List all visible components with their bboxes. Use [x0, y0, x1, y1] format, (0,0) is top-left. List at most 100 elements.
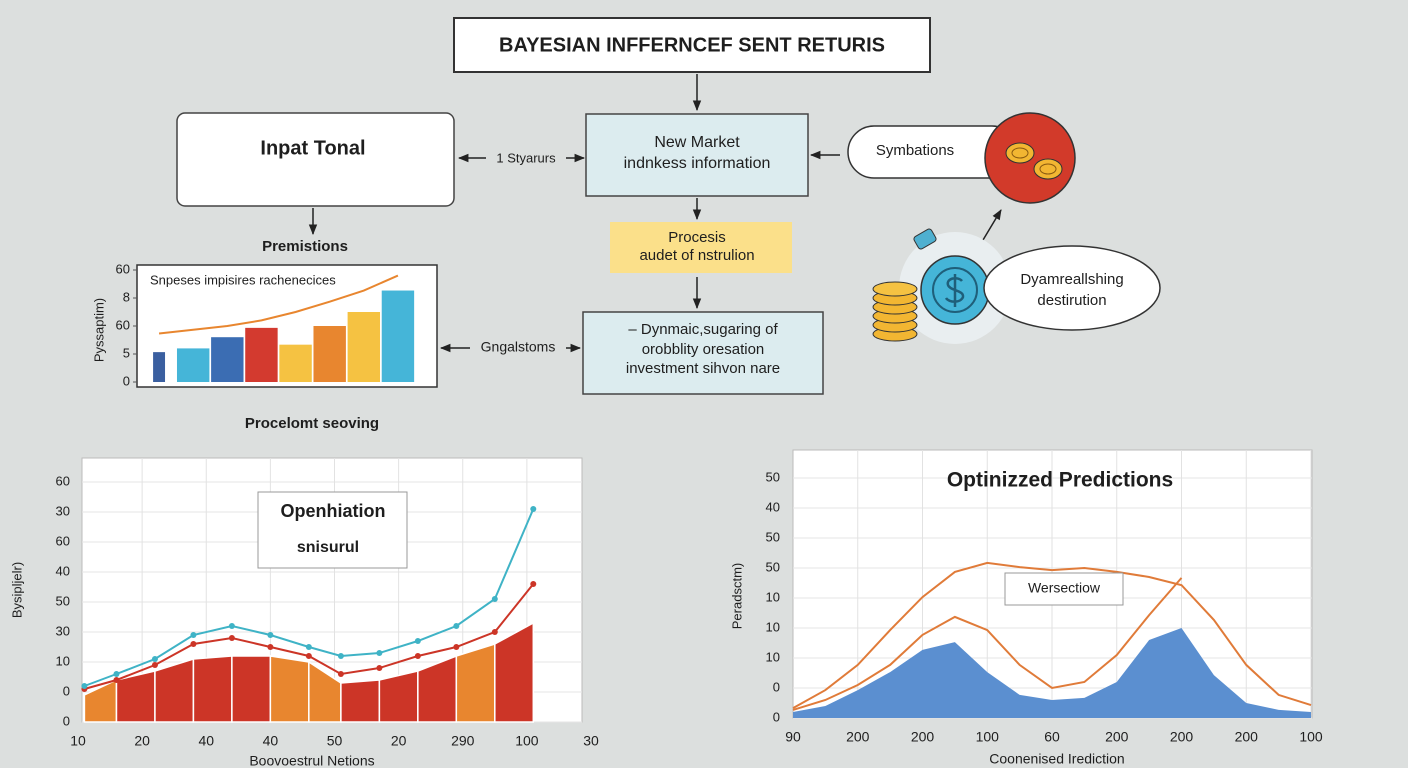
edge-label: Gngalstoms: [481, 339, 556, 355]
x-tick-label: 290: [451, 733, 475, 749]
area-segment: [192, 655, 233, 723]
annotation-box: [257, 491, 408, 569]
y-tick-label: 10: [766, 589, 780, 604]
node-label: New Market: [654, 134, 740, 151]
node-label: – Dynmaic,sugaring of: [628, 321, 778, 338]
node-box: [585, 113, 809, 197]
coin-icon: [984, 112, 1076, 204]
arrow: [979, 209, 1002, 246]
x-tick-label: 20: [391, 733, 407, 749]
node-label: investment sihvon nare: [626, 360, 780, 377]
x-axis-label: Boovoestrul Netions: [249, 753, 374, 768]
y-tick-label: 5: [123, 345, 130, 360]
y-tick-label: 0: [63, 713, 70, 728]
annotation-box: [1004, 572, 1124, 606]
y-tick-label: 10: [56, 653, 70, 668]
diagram-title: BAYESIAN INFFERNCEF SENT RETURIS: [499, 34, 885, 56]
area: [793, 628, 1311, 718]
x-tick-label: 100: [976, 729, 1000, 745]
line: [158, 274, 399, 335]
y-tick-label: 40: [56, 563, 70, 578]
node-box: [983, 245, 1161, 331]
bar: [176, 348, 210, 382]
annotation: Wersectiow: [1028, 580, 1101, 596]
area-segment: [340, 679, 381, 723]
y-axis-label: Peradsctm): [729, 563, 744, 629]
bar: [153, 352, 166, 382]
point: [151, 656, 158, 662]
point: [267, 632, 274, 638]
x-tick-label: 50: [327, 733, 343, 749]
x-tick-label: 200: [846, 729, 870, 745]
point: [491, 629, 498, 635]
point: [337, 653, 344, 659]
y-tick-label: 50: [56, 593, 70, 608]
area-segment: [378, 670, 419, 723]
y-tick-label: 50: [766, 559, 780, 574]
point: [228, 635, 235, 641]
x-tick-label: 200: [911, 729, 935, 745]
x-tick-label: 30: [583, 733, 599, 749]
node-label: audet of nstrulion: [639, 247, 754, 264]
node-label: orobblity oresation: [642, 341, 765, 358]
y-tick-label: 10: [766, 649, 780, 664]
node-label: destirution: [1037, 292, 1106, 309]
point: [376, 665, 383, 671]
bar: [245, 327, 278, 382]
point: [453, 644, 460, 650]
area-segment: [269, 655, 310, 723]
point: [81, 683, 88, 689]
point: [376, 650, 383, 656]
x-tick-label: 200: [1235, 729, 1259, 745]
edge-label: 1 Styarurs: [496, 150, 556, 165]
x-tick-label: 10: [70, 733, 86, 749]
y-tick-label: 0: [123, 373, 130, 388]
node-label: Dyamreallshing: [1020, 271, 1123, 288]
bar: [211, 337, 244, 382]
point: [414, 638, 421, 644]
x-tick-label: 200: [1105, 729, 1129, 745]
x-tick-label: 40: [198, 733, 214, 749]
point: [305, 653, 312, 659]
node-label: indnkess information: [624, 155, 771, 172]
point: [267, 644, 274, 650]
title-box: [453, 17, 931, 73]
x-tick-label: 40: [263, 733, 279, 749]
node-box: [610, 222, 792, 273]
y-tick-label: 60: [116, 317, 130, 332]
y-tick-label: 30: [56, 623, 70, 638]
point: [530, 581, 537, 587]
y-tick-label: 0: [773, 709, 780, 724]
x-tick-label: 90: [785, 729, 801, 745]
point: [151, 662, 158, 668]
point: [414, 653, 421, 659]
chart-title: Snpeses impisires rachenecices: [150, 272, 336, 287]
node-label: Symbations: [876, 142, 954, 159]
point: [190, 632, 197, 638]
x-tick-label: 100: [515, 733, 539, 749]
y-tick-label: 50: [766, 529, 780, 544]
point: [113, 677, 120, 683]
point: [113, 671, 120, 677]
charts: 0 5 60 8 60 Snpeses impisires rachenecices Pys…: [9, 261, 1322, 768]
line: [792, 561, 1312, 709]
node-label: Inpat Tonal: [260, 137, 365, 159]
y-tick-label: 60: [56, 533, 70, 548]
area-segment: [455, 642, 496, 723]
label: Premistions: [262, 238, 348, 255]
x-tick-label: 20: [134, 733, 150, 749]
point: [453, 623, 460, 629]
y-tick-label: 10: [766, 619, 780, 634]
point: [228, 623, 235, 629]
y-tick-label: 30: [56, 503, 70, 518]
money-icon: [872, 228, 1011, 344]
node-box: [582, 311, 824, 395]
y-tick-label: 50: [766, 469, 780, 484]
label: Procelomt seoving: [245, 415, 379, 432]
y-tick-label: 60: [116, 261, 130, 276]
bar: [313, 326, 346, 382]
bar: [347, 312, 381, 382]
annotation: Openhiation: [281, 501, 386, 521]
